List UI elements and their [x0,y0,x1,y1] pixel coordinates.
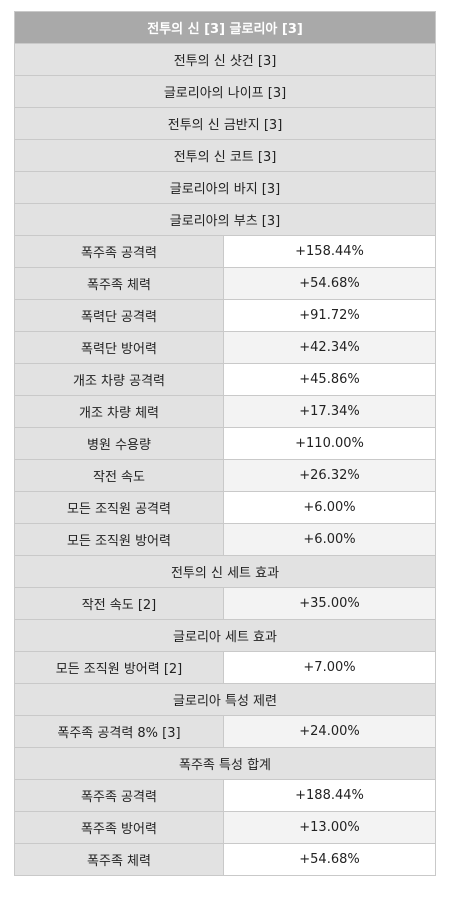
stat-label: 개조 차량 공격력 [14,363,224,396]
item-name: 전투의 신 코트 [3] [13,139,437,172]
trait-limit-value: +24.00% [222,715,437,748]
stat-label: 폭력단 방어력 [14,331,224,364]
trait-total-label: 폭주족 방어력 [14,811,224,844]
trait-total-header: 폭주족 특성 합계 [13,747,437,780]
stat-label: 폭주족 체력 [14,267,224,300]
trait-limit-header: 글로리아 특성 제련 [13,683,437,716]
stat-row: 폭력단 공격력 +91.72% [14,299,437,332]
stat-value: +26.32% [222,459,437,492]
stat-label: 모든 조직원 공격력 [14,491,224,524]
stat-value: +54.68% [222,267,437,300]
stat-row: 폭주족 체력 +54.68% [14,267,437,300]
set-stats-table: 전투의 신 [3] 글로리아 [3] 전투의 신 샷건 [3] 글로리아의 나이… [13,11,437,876]
stat-value: +42.34% [222,331,437,364]
item-name: 전투의 신 샷건 [3] [13,43,437,76]
stat-value: +6.00% [222,523,437,556]
stat-row: 모든 조직원 공격력 +6.00% [14,491,437,524]
trait-total-value: +13.00% [222,811,437,844]
item-name: 글로리아의 바지 [3] [13,171,437,204]
stat-row: 개조 차량 공격력 +45.86% [14,363,437,396]
trait-total-title: 폭주족 특성 합계 [13,747,437,780]
stat-value: +45.86% [222,363,437,396]
item-name: 글로리아의 부츠 [3] [13,203,437,236]
stat-value: +17.34% [222,395,437,428]
stats-table-container: 전투의 신 [3] 글로리아 [3] 전투의 신 샷건 [3] 글로리아의 나이… [13,11,437,876]
stat-value: +91.72% [222,299,437,332]
item-row: 전투의 신 금반지 [3] [13,107,437,140]
stat-value: +158.44% [222,235,437,268]
table-title-row: 전투의 신 [3] 글로리아 [3] [13,11,437,44]
stat-label: 작전 속도 [14,459,224,492]
stat-row: 병원 수용량 +110.00% [14,427,437,460]
stat-row: 폭력단 방어력 +42.34% [14,331,437,364]
set-effect-value: +7.00% [222,651,437,684]
set-effect-header: 전투의 신 세트 효과 [13,555,437,588]
item-name: 전투의 신 금반지 [3] [13,107,437,140]
stat-value: +6.00% [222,491,437,524]
trait-limit-row: 폭주족 공격력 8% [3] +24.00% [14,715,437,748]
set-effect-title: 전투의 신 세트 효과 [13,555,437,588]
stat-value: +110.00% [222,427,437,460]
stat-label: 폭력단 공격력 [14,299,224,332]
stat-row: 폭주족 공격력 +158.44% [14,235,437,268]
item-name: 글로리아의 나이프 [3] [13,75,437,108]
set-effect-header: 글로리아 세트 효과 [13,619,437,652]
trait-limit-label: 폭주족 공격력 8% [3] [14,715,224,748]
item-row: 전투의 신 샷건 [3] [13,43,437,76]
trait-total-value: +54.68% [222,843,437,876]
set-effect-row: 작전 속도 [2] +35.00% [14,587,437,620]
item-row: 글로리아의 나이프 [3] [13,75,437,108]
set-effect-value: +35.00% [222,587,437,620]
stat-label: 폭주족 공격력 [14,235,224,268]
item-row: 글로리아의 바지 [3] [13,171,437,204]
stat-label: 모든 조직원 방어력 [14,523,224,556]
item-row: 전투의 신 코트 [3] [13,139,437,172]
item-row: 글로리아의 부츠 [3] [13,203,437,236]
stat-label: 병원 수용량 [14,427,224,460]
table-title: 전투의 신 [3] 글로리아 [3] [13,11,437,44]
trait-total-row: 폭주족 체력 +54.68% [14,843,437,876]
stat-label: 개조 차량 체력 [14,395,224,428]
set-effect-label: 작전 속도 [2] [14,587,224,620]
trait-total-label: 폭주족 체력 [14,843,224,876]
trait-total-label: 폭주족 공격력 [14,779,224,812]
stat-row: 모든 조직원 방어력 +6.00% [14,523,437,556]
trait-limit-title: 글로리아 특성 제련 [13,683,437,716]
trait-total-row: 폭주족 방어력 +13.00% [14,811,437,844]
set-effect-row: 모든 조직원 방어력 [2] +7.00% [14,651,437,684]
stat-row: 작전 속도 +26.32% [14,459,437,492]
set-effect-label: 모든 조직원 방어력 [2] [14,651,224,684]
trait-total-value: +188.44% [222,779,437,812]
stat-row: 개조 차량 체력 +17.34% [14,395,437,428]
set-effect-title: 글로리아 세트 효과 [13,619,437,652]
trait-total-row: 폭주족 공격력 +188.44% [14,779,437,812]
